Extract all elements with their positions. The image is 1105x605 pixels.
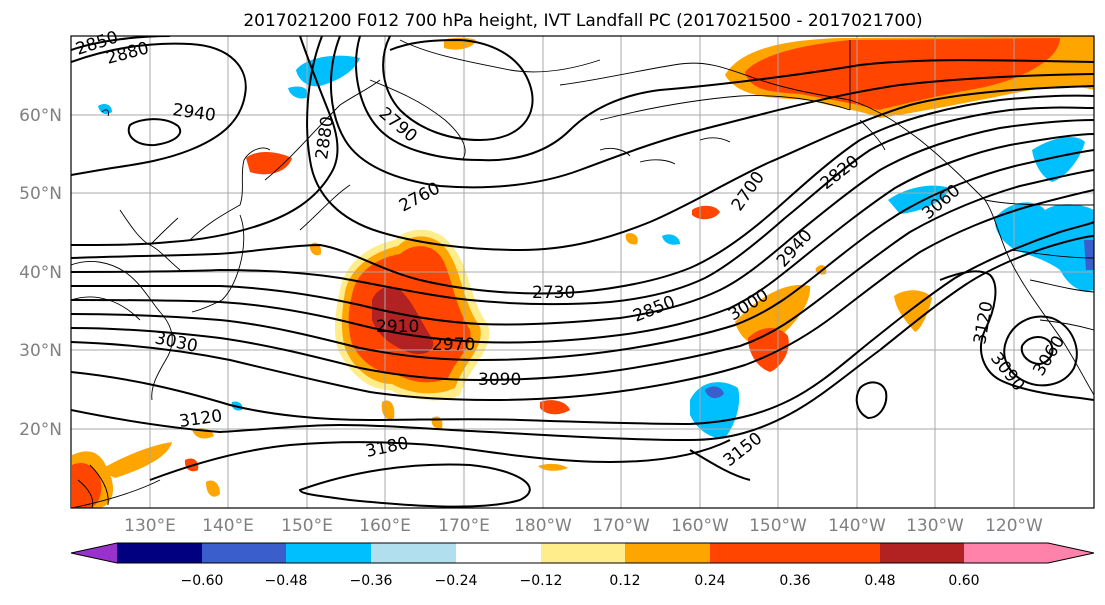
lon-label-160e: 160°E [359,516,411,536]
longitude-labels: 130°E 140°E 150°E 160°E 170°E 180°W 170°… [124,516,1043,536]
colorbar-tick-label: −0.24 [435,573,478,589]
lon-label-140e: 140°E [202,516,254,536]
lon-label-120w: 120°W [985,516,1043,536]
map-panel: 2850 2880 2940 2880 2790 2760 2730 2700 … [70,27,1095,509]
colorbar-bin [202,543,287,563]
height-contours [71,36,1094,508]
lon-label-150e: 150°E [281,516,333,536]
colorbar-tick-label: −0.12 [520,573,563,589]
lon-label-150w: 150°W [749,516,807,536]
colorbar-extend-high [1048,543,1094,563]
lon-label-160w: 160°W [671,516,729,536]
colorbar-bin [795,543,880,563]
lat-label-40n: 40°N [19,263,62,283]
lat-label-20n: 20°N [19,420,62,440]
lat-label-30n: 30°N [19,341,62,361]
lon-label-180w: 180°W [514,516,572,536]
lon-label-170w: 170°W [592,516,650,536]
colorbar-tick-label: 0.12 [609,573,640,589]
lat-label-60n: 60°N [19,106,62,126]
colorbar-tick-label: 0.36 [779,573,810,589]
latitude-labels: 60°N 50°N 40°N 30°N 20°N [19,106,62,440]
colorbar-tick-label: −0.36 [350,573,393,589]
plot-title: 2017021200 F012 700 hPa height, IVT Land… [243,11,922,31]
colorbar-tick-label: 0.60 [948,573,979,589]
colorbar-tick-label: 0.48 [864,573,895,589]
colorbar-outline [70,542,1095,564]
colorbar-extend-low [71,543,117,563]
lon-label-170e: 170°E [438,516,490,536]
colorbar-tick-label: 0.24 [694,573,725,589]
coastlines [71,39,1094,508]
lon-label-130w: 130°W [906,516,964,536]
contour-label: 3090 [478,370,521,390]
colorbar-bin [880,543,964,563]
colorbar-bin [541,543,626,563]
colorbar-bin [286,543,371,563]
contour-label: 2970 [432,335,475,355]
colorbar-bin [710,543,795,563]
colorbar-tick-label: −0.60 [181,573,224,589]
contour-label: 2730 [532,283,575,303]
lon-label-130e: 130°E [124,516,176,536]
colorbar-bin [456,543,541,563]
lat-label-50n: 50°N [19,184,62,204]
colorbar-bin [964,543,1048,563]
colorbar-bin [371,543,456,563]
contour-label: 2910 [376,317,419,337]
lon-label-140w: 140°W [828,516,886,536]
colorbar: −0.60 −0.48 −0.36 −0.24 −0.12 0.12 0.24 … [70,542,1095,589]
colorbar-bin [625,543,710,563]
colorbar-bin [117,543,202,563]
colorbar-tick-label: −0.48 [265,573,308,589]
map-frame [70,35,1095,509]
